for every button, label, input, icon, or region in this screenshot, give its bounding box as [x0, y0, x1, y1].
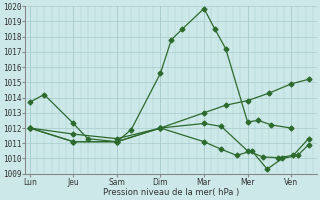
X-axis label: Pression niveau de la mer( hPa ): Pression niveau de la mer( hPa )	[103, 188, 239, 197]
